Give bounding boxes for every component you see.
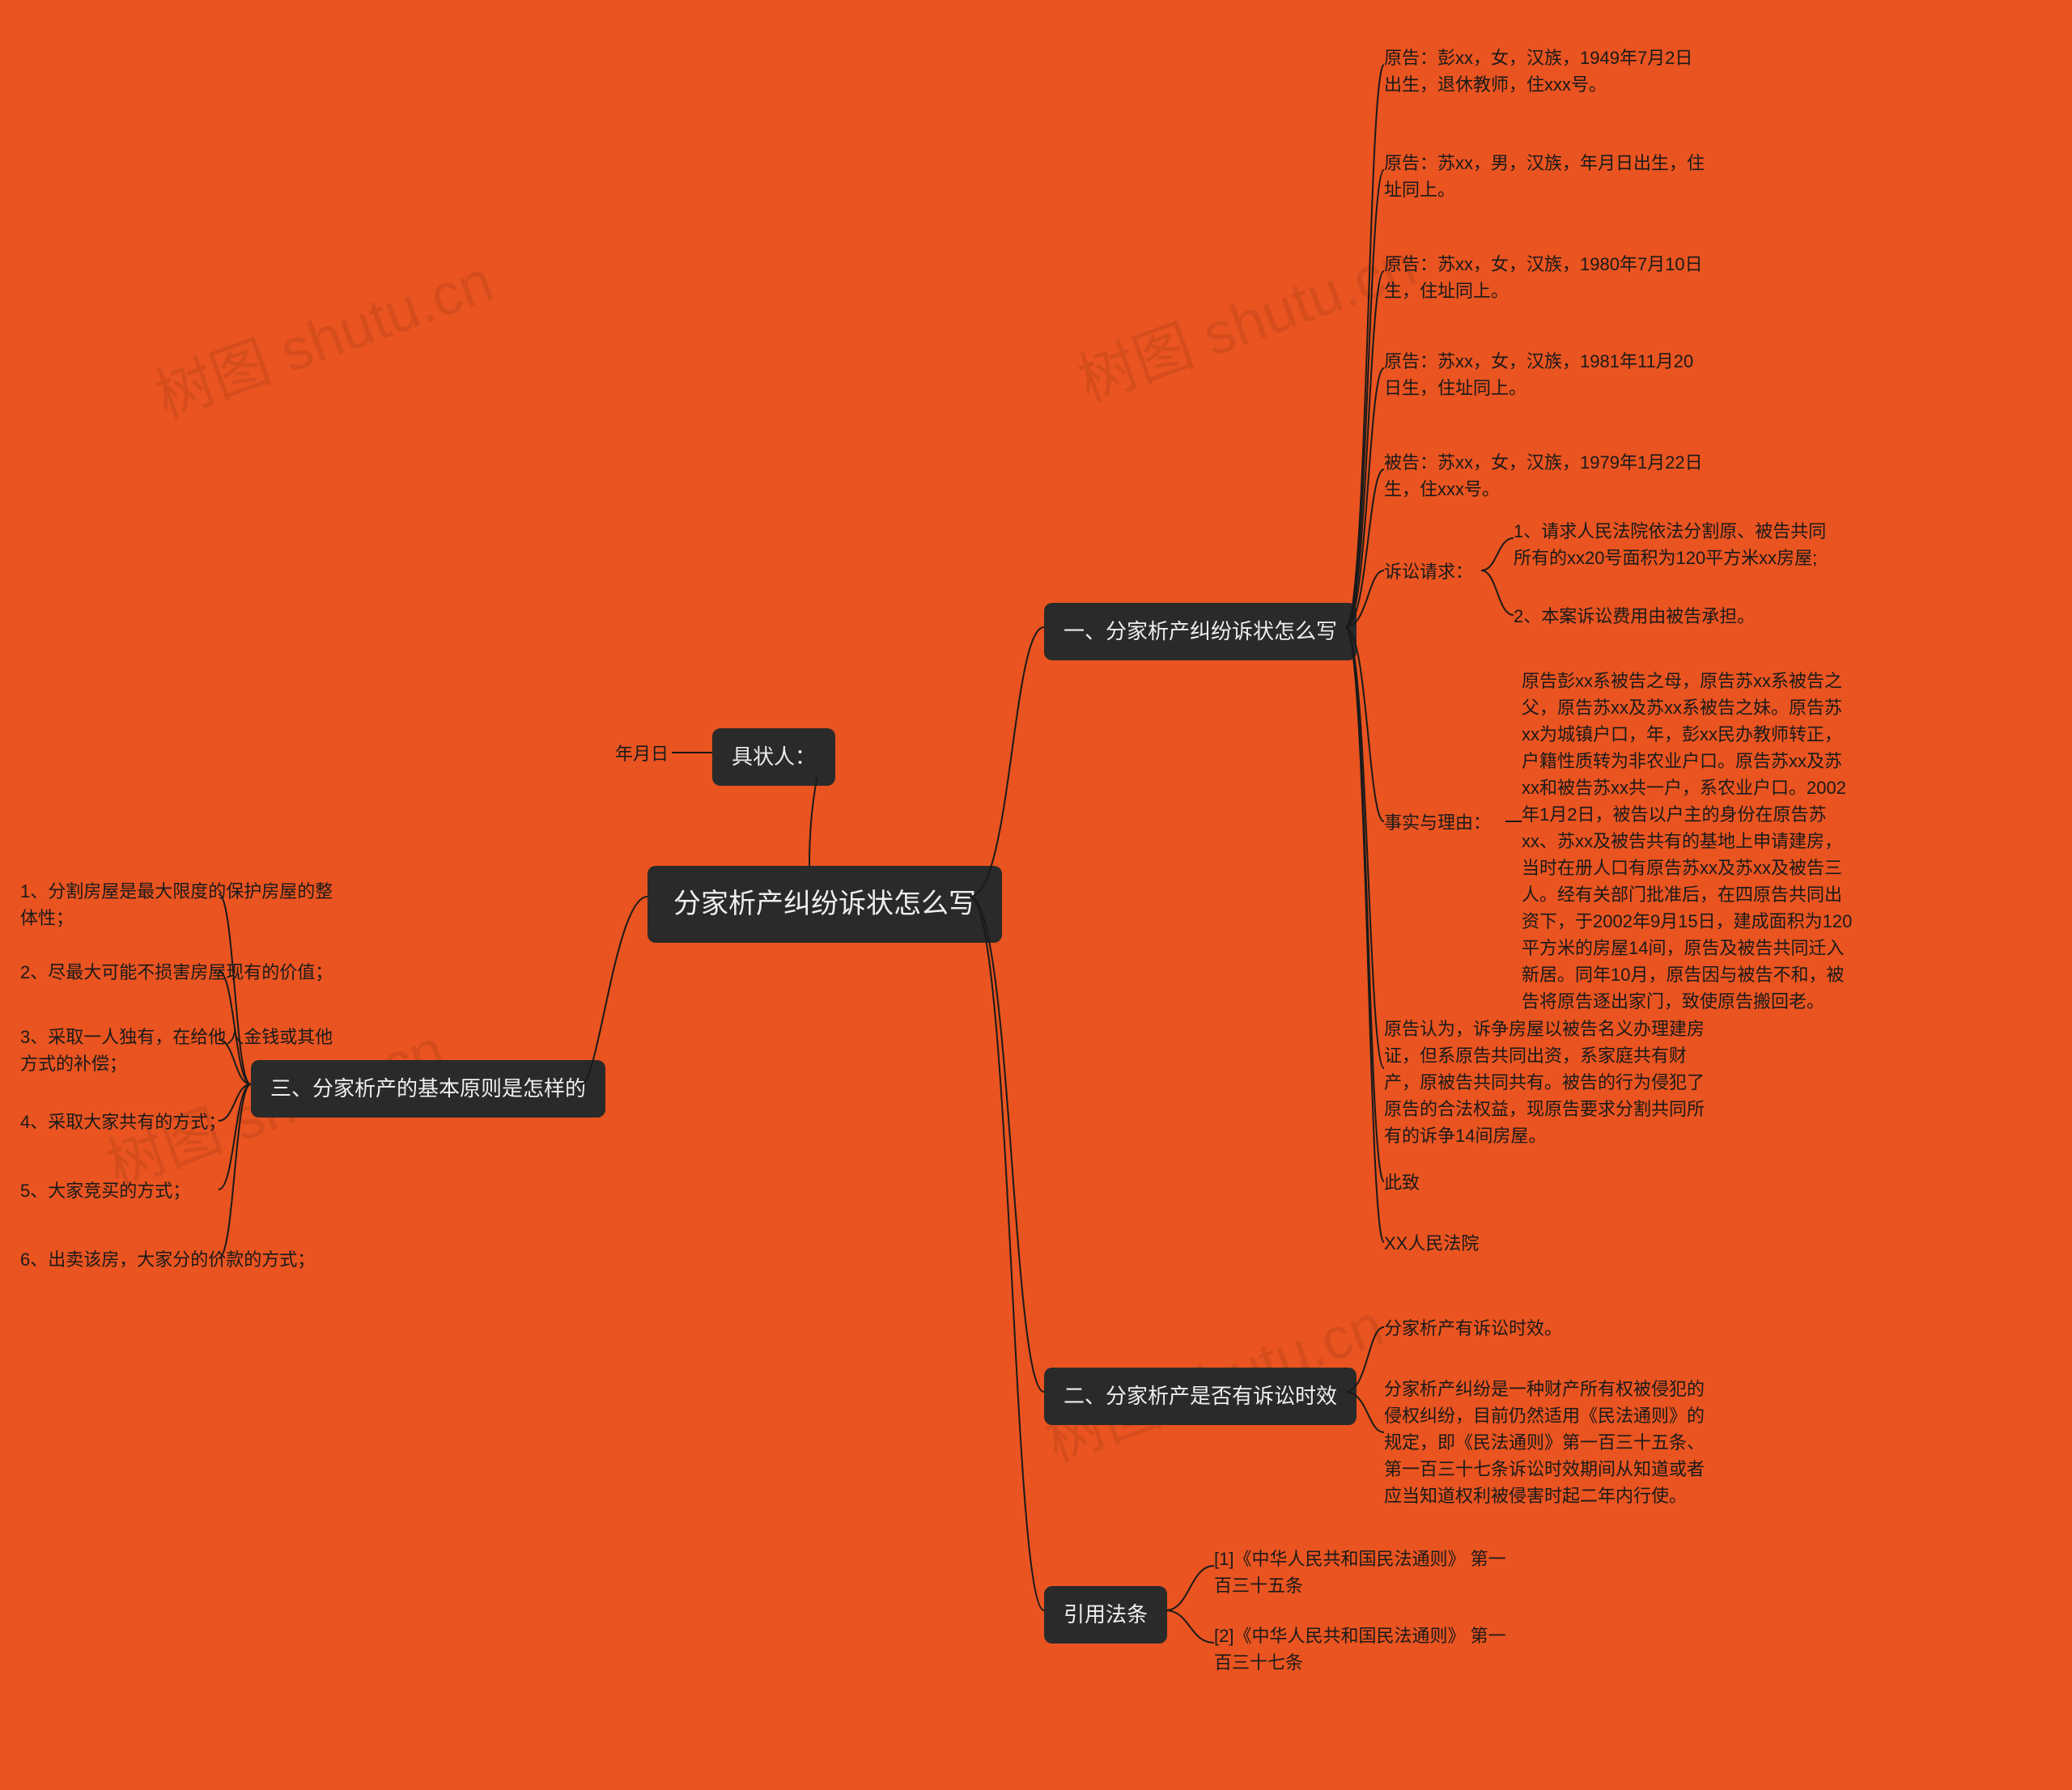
leaf-s3-6: 6、出卖该房，大家分的价款的方式； [20,1246,315,1273]
leaf-defendant: 被告：苏xx，女，汉族，1979年1月22日生，住xxx号。 [1384,449,1708,503]
leaf-s3-3: 3、采取一人独有，在给他人金钱或其他方式的补偿； [20,1024,336,1077]
leaf-susong1: 1、请求人民法院依法分割原、被告共同所有的xx20号面积为120平方米xx房屋; [1514,518,1837,571]
subnode-susongqingqiu: 诉讼请求： [1384,558,1473,585]
watermark-3: 树图 shutu.cn [1064,218,1425,418]
leaf-plaintiff3: 原告：苏xx，女，汉族，1980年7月10日生，住址同上。 [1384,251,1708,304]
center-node: 分家析产纠纷诉状怎么写 [648,866,1002,943]
node-juzhuangren: 具状人： [712,728,835,786]
leaf-yuangao-renwei: 原告认为，诉争房屋以被告名义办理建房证，但系原告共同出资，系家庭共有财产，原被告… [1384,1016,1708,1149]
leaf-shishi-text: 原告彭xx系被告之母，原告苏xx系被告之父，原告苏xx及苏xx系被告之妹。原告苏… [1522,668,1853,1015]
leaf-yinyong2: [2]《中华人民共和国民法通则》 第一百三十七条 [1214,1622,1514,1676]
leaf-plaintiff4: 原告：苏xx，女，汉族，1981年11月20日生，住址同上。 [1384,348,1708,401]
node-section2: 二、分家析产是否有诉讼时效 [1044,1368,1357,1425]
leaf-s3-2: 2、尽最大可能不损害房屋现有的价值； [20,959,333,986]
leaf-plaintiff2: 原告：苏xx，男，汉族，年月日出生，住址同上。 [1384,150,1708,203]
leaf-cizhi: 此致 [1384,1169,1420,1196]
leaf-s3-4: 4、采取大家共有的方式； [20,1109,226,1135]
node-section1: 一、分家析产纠纷诉状怎么写 [1044,603,1357,660]
leaf-juzhuangren-date: 年月日 [615,740,669,767]
leaf-yinyong1: [1]《中华人民共和国民法通则》 第一百三十五条 [1214,1546,1514,1599]
node-yinyong: 引用法条 [1044,1586,1167,1644]
leaf-s3-1: 1、分割房屋是最大限度的保护房屋的整体性； [20,878,336,931]
leaf-s2-text1: 分家析产有诉讼时效。 [1384,1315,1562,1342]
leaf-s3-5: 5、大家竞买的方式； [20,1177,190,1204]
leaf-susong2: 2、本案诉讼费用由被告承担。 [1514,603,1755,630]
leaf-plaintiff1: 原告：彭xx，女，汉族，1949年7月2日出生，退休教师，住xxx号。 [1384,45,1708,98]
leaf-fayuan: XX人民法院 [1384,1230,1479,1257]
watermark-1: 树图 shutu.cn [142,234,503,435]
subnode-shishiliyou: 事实与理由： [1384,809,1491,836]
leaf-s2-text2: 分家析产纠纷是一种财产所有权被侵犯的侵权纠纷，目前仍然适用《民法通则》的规定，即… [1384,1376,1708,1509]
